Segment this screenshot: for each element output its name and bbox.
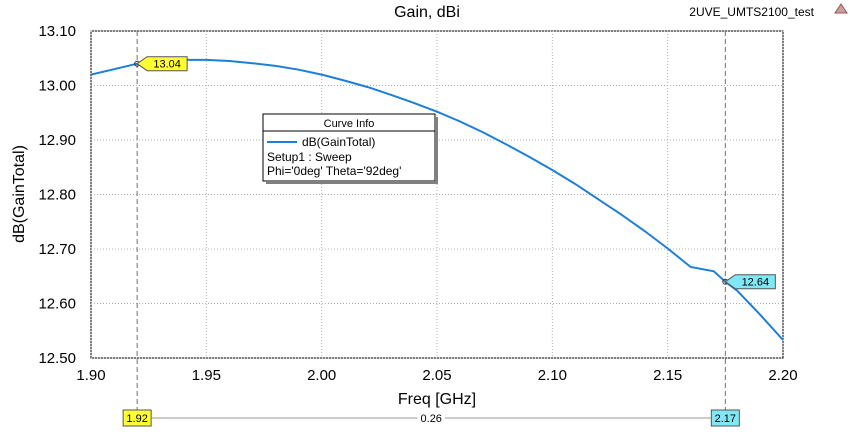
curve-info-legend[interactable]: Curve Info dB(GainTotal) Setup1 : Sweep … [262, 113, 438, 184]
tick-labels: 1.90 1.95 2.00 2.05 2.10 2.15 2.20 12.50 12.60 12… [38, 23, 797, 384]
marker-x-label: 2.17 [715, 413, 736, 425]
y-tick-label: 12.50 [38, 350, 76, 367]
marker-value-label: 13.04 [153, 59, 181, 71]
y-tick-label: 12.90 [38, 132, 76, 149]
y-tick-label: 12.80 [38, 187, 76, 204]
logo-icon [834, 3, 848, 14]
y-tick-label: 13.10 [38, 23, 76, 40]
legend-header: Curve Info [324, 118, 375, 130]
x-tick-label: 1.95 [192, 367, 221, 384]
marker-value-flag[interactable] [136, 56, 188, 72]
marker-value-label: 12.64 [742, 277, 770, 289]
delta-label: 0.26 [421, 413, 442, 425]
delta-label-bg [417, 413, 445, 425]
y-tick-label: 12.70 [38, 241, 76, 258]
x-axis-label: Freq [GHz] [398, 391, 476, 408]
x-tick-label: 2.05 [422, 367, 451, 384]
y-axis-label: dB(GainTotal) [11, 145, 28, 243]
x-tick-label: 2.10 [538, 367, 567, 384]
legend-angles: Phi='0deg' Theta='92deg' [267, 164, 401, 178]
marker-value-flag[interactable] [724, 274, 776, 290]
x-tick-label: 2.15 [653, 367, 682, 384]
legend-entry: dB(GainTotal) [302, 135, 375, 149]
markers[interactable]: 13.04 1.92 12.64 2.17 [122, 56, 776, 427]
y-tick-label: 13.00 [38, 78, 76, 95]
x-tick-label: 2.00 [307, 367, 336, 384]
legend-setup: Setup1 : Sweep [267, 150, 352, 164]
design-name: 2UVE_UMTS2100_test [689, 5, 814, 19]
y-tick-label: 12.60 [38, 296, 76, 313]
x-tick-label: 1.90 [76, 367, 105, 384]
marker-x-label: 1.92 [126, 413, 147, 425]
series-line-gaintotal [90, 58, 784, 341]
chart-title: Gain, dBi [394, 4, 460, 21]
x-tick-label: 2.20 [768, 367, 797, 384]
